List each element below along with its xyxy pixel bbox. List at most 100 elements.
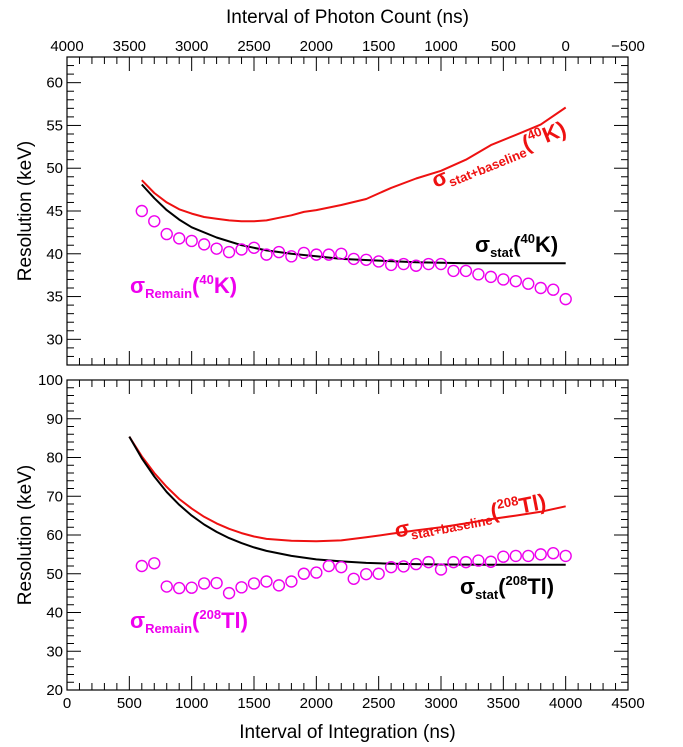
bottom-series-2-point (422, 555, 435, 569)
top-x2-ticks: 4000 3500 3000 2500 2000 1500 1000 500 0 −500 (50, 38, 645, 71)
bottom-y-tick-label: 70 (46, 488, 63, 505)
bottom-series (128, 436, 572, 600)
bottom-x-tick-label: 2500 (362, 695, 395, 712)
top-series-2-point (272, 245, 286, 259)
top-series-2-point (384, 258, 398, 272)
top-y-tick-label: 40 (46, 246, 63, 263)
bottom-x-axis-title: Interval of Integration (ns) (239, 722, 456, 743)
top-series-2-point (522, 277, 535, 290)
top-panel: 30 35 40 45 50 55 60 4000 3500 3000 2500 2000 1500 1… (15, 7, 645, 366)
top-x2-tick-label: 2000 (300, 38, 333, 55)
top-series-1-line (141, 183, 566, 265)
top-y-tick-label: 50 (46, 160, 63, 177)
bottom-x-tick-label: 500 (117, 695, 142, 712)
bottom-series-2-point (285, 575, 298, 588)
bottom-x-tick-label: 4000 (549, 695, 582, 712)
top-series-0-line (141, 106, 567, 223)
top-series-2-point (559, 292, 572, 306)
iso-elem: K) (535, 232, 558, 257)
top-x2-tick-label: 2500 (237, 38, 270, 55)
top-x2-tick-label: −500 (611, 38, 645, 55)
bottom-x-tick-label: 1500 (237, 695, 270, 712)
top-x2-tick-label: 500 (491, 38, 516, 55)
legend-stat-k40: σstat(40K) (475, 231, 558, 260)
bottom-series-2-point (372, 567, 385, 580)
top-series-2-point (197, 238, 211, 251)
bottom-x-tick-label: 2000 (300, 695, 333, 712)
subscript: Remain (145, 621, 192, 636)
top-y-axis-title: Resolution (keV) (15, 141, 36, 281)
iso-open: ( (498, 574, 506, 599)
sigma-symbol: σ (475, 232, 490, 257)
bottom-y-ticks: 20 30 40 50 60 70 80 90 100 (38, 372, 628, 699)
top-series-2-point (434, 257, 448, 271)
top-y-tick-label: 35 (46, 289, 63, 306)
iso-open: ( (192, 608, 200, 633)
top-x2-tick-label: 3000 (175, 38, 208, 55)
subscript: stat (490, 245, 514, 260)
bottom-series-2-point (522, 549, 535, 563)
bottom-y-tick-label: 40 (46, 605, 63, 622)
top-y-tick-label: 55 (46, 117, 63, 134)
bottom-series-2-point (397, 560, 410, 573)
legend-remain-tl208: σRemain(208Tl) (130, 607, 248, 636)
bottom-series-2-point (497, 550, 510, 563)
bottom-series-2-point (547, 547, 560, 560)
iso-elem: Tl) (527, 574, 554, 599)
iso-elem: Tl) (517, 489, 548, 519)
bottom-series-2-point (135, 559, 149, 573)
bottom-series-2-point (322, 559, 335, 573)
bottom-y-tick-label: 60 (46, 527, 63, 544)
bottom-series-1-line (128, 436, 566, 566)
top-series-2-point (534, 281, 547, 295)
bottom-series-2-point (210, 576, 223, 590)
top-series-2-point (148, 215, 161, 228)
iso-open: ( (513, 232, 521, 257)
top-x2-tick-label: 3500 (113, 38, 146, 55)
top-y-tick-label: 30 (46, 331, 63, 348)
bottom-series-2-point (434, 563, 448, 576)
top-series-2-point (260, 248, 273, 261)
iso-mass: 40 (521, 231, 535, 246)
bottom-series-2-point (360, 567, 373, 581)
top-series-2-point (360, 253, 373, 266)
bottom-series-0-line (128, 436, 566, 543)
sigma-symbol: σ (130, 608, 145, 633)
bottom-x-ticks: 0 500 1000 1500 2000 2500 3000 3500 4000 4500 (63, 380, 645, 712)
top-y-tick-label: 45 (46, 203, 63, 220)
bottom-y-tick-label: 80 (46, 450, 63, 467)
bottom-x-tick-label: 1000 (175, 695, 208, 712)
top-series-2-point (160, 227, 173, 241)
iso-open: ( (192, 273, 200, 298)
legend-remain-k40: σRemain(40K) (130, 272, 237, 301)
top-series-2-point (322, 248, 335, 261)
bottom-series-2-point (459, 555, 473, 569)
bottom-series-2-point (247, 577, 261, 590)
sigma-symbol: σ (130, 273, 145, 298)
bottom-y-tick-label: 90 (46, 411, 63, 428)
top-series-2-point (497, 273, 510, 286)
bottom-series-2-point (148, 557, 161, 570)
bottom-series-2-point (384, 560, 398, 574)
top-x2-axis-title: Interval of Photon Count (ns) (226, 7, 469, 28)
iso-mass: 40 (525, 124, 544, 143)
bottom-series-2-point (272, 579, 286, 592)
bottom-series-2-point (559, 549, 572, 563)
iso-mass: 208 (506, 573, 528, 588)
top-series-2-point (310, 248, 323, 261)
bottom-series-2-point (160, 580, 173, 593)
iso-mass: 208 (199, 607, 221, 622)
top-x-ticks (66, 351, 629, 365)
top-series-2-point (285, 250, 298, 263)
bottom-series-2-point (235, 581, 248, 594)
bottom-x-tick-label: 3000 (424, 695, 457, 712)
top-series-2-point (509, 274, 522, 288)
top-x2-tick-label: 1000 (424, 38, 457, 55)
iso-elem: K) (214, 273, 237, 298)
iso-elem: Tl) (221, 608, 248, 633)
top-series-2-point (335, 247, 348, 260)
bottom-series-2-point (297, 567, 311, 580)
top-series (135, 106, 572, 306)
